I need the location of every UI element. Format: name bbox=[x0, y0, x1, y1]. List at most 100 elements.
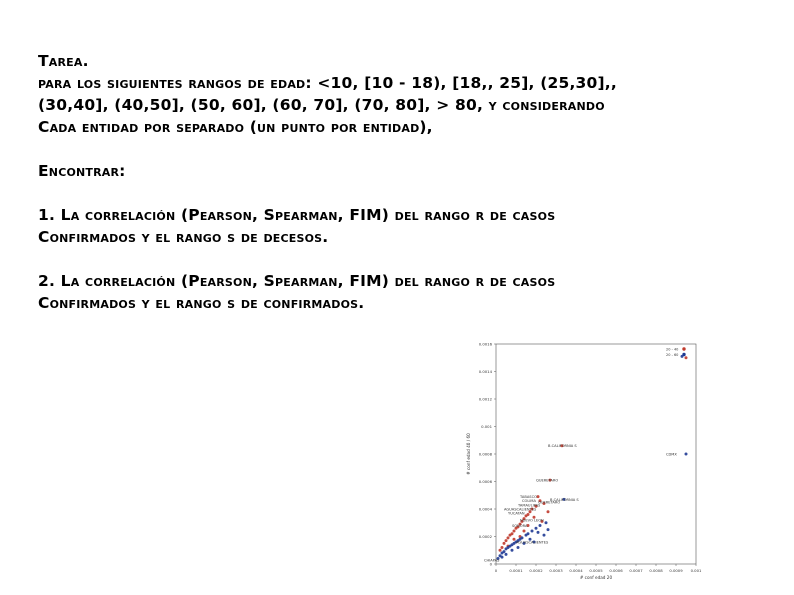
point-annotation: SONORA bbox=[512, 524, 528, 528]
y-tick-label: 0 bbox=[490, 561, 493, 566]
data-point-series-2 bbox=[546, 528, 550, 532]
point-annotation: B.CALIFORNIA S bbox=[550, 498, 579, 502]
data-point-series-1 bbox=[542, 502, 546, 505]
data-point-series-1 bbox=[536, 495, 540, 499]
intro-line-1: para los siguientes rangos de edad: <10,… bbox=[38, 74, 617, 92]
data-point-series-2 bbox=[522, 541, 526, 545]
point-annotation: COLIMA bbox=[522, 499, 537, 503]
data-point-series-1 bbox=[532, 515, 536, 519]
y-tick-label: 0.0006 bbox=[479, 479, 493, 484]
data-point-series-1 bbox=[504, 539, 508, 543]
assignment-text: Tarea. para los siguientes rangos de eda… bbox=[38, 50, 778, 314]
point-annotation: QUERETARO bbox=[536, 479, 558, 483]
point-annotation: TAMAULIPAS bbox=[517, 503, 541, 507]
legend-label: 20 - 60 bbox=[666, 353, 678, 357]
y-tick-label: 0.001 bbox=[481, 424, 492, 429]
data-point-series-2 bbox=[500, 555, 504, 559]
data-point-series-2 bbox=[504, 552, 508, 556]
data-point-series-2 bbox=[500, 551, 504, 555]
x-tick-label: 0.0009 bbox=[669, 568, 683, 573]
y-tick-label: 0.0008 bbox=[479, 451, 493, 456]
y-tick-label: 0.0012 bbox=[479, 396, 493, 401]
x-tick-label: 0.0003 bbox=[549, 568, 563, 573]
point-annotation: AGUASCALIENTES bbox=[504, 507, 537, 511]
data-point-series-1 bbox=[498, 548, 502, 552]
data-point-series-1 bbox=[526, 524, 530, 527]
data-point-series-1 bbox=[540, 519, 544, 523]
point-annotation: NUEVO LEON bbox=[520, 518, 544, 522]
x-tick-label: 0.0007 bbox=[629, 568, 643, 573]
data-point-series-1 bbox=[508, 533, 512, 537]
intro-line-3: Cada entidad por separado (un punto por … bbox=[38, 118, 433, 136]
point-annotation: CHIAPAS bbox=[484, 558, 500, 562]
point-annotation: CDMX bbox=[666, 452, 677, 456]
legend-label: 20 - 40 bbox=[666, 347, 678, 351]
data-point-series-1 bbox=[548, 478, 552, 482]
x-tick-label: 0.0005 bbox=[589, 568, 603, 573]
item-1-line-2: Confirmados y el rango s de decesos. bbox=[38, 228, 329, 246]
data-point-series-1 bbox=[522, 517, 526, 521]
data-point-series-1 bbox=[518, 522, 522, 526]
assignment-title: Tarea. bbox=[38, 52, 89, 70]
x-tick-label: 0.0008 bbox=[649, 568, 663, 573]
chart-axes: 0 0.0001 0.0002 0.0003 0.0004 0.0005 0.0006 0.0… bbox=[466, 341, 702, 580]
legend-marker bbox=[682, 347, 686, 351]
chart-annotations: B.CALIFORNIA SQUERETAROTABASCOCOLIMATAMA… bbox=[484, 444, 677, 562]
data-point-series-1 bbox=[512, 529, 516, 533]
x-tick-label: 0.0004 bbox=[569, 568, 583, 573]
legend-marker bbox=[682, 352, 686, 357]
data-point-series-2 bbox=[496, 557, 500, 560]
item-2-line-1: 2. La correlación (Pearson, Spearman, FI… bbox=[38, 272, 556, 290]
data-point-series-1 bbox=[530, 507, 534, 511]
data-point-series-2 bbox=[544, 521, 548, 525]
data-point-series-2 bbox=[684, 452, 688, 456]
data-point-series-2 bbox=[562, 497, 566, 501]
item-1-line-1: 1. La correlación (Pearson, Spearman, FI… bbox=[38, 206, 556, 224]
data-point-series-1 bbox=[514, 526, 518, 530]
data-point-series-1 bbox=[506, 536, 510, 540]
data-point-series-2 bbox=[534, 526, 538, 530]
point-annotation: YUCATAN bbox=[508, 512, 525, 516]
data-point-series-1 bbox=[522, 529, 526, 533]
x-tick-label: 0.001 bbox=[691, 568, 702, 573]
data-point-series-1 bbox=[524, 514, 528, 518]
x-axis-label: # conf edad 20 bbox=[580, 575, 613, 580]
y-tick-label: 0.0014 bbox=[479, 369, 493, 374]
data-point-series-2 bbox=[504, 547, 508, 551]
point-annotation: TABASCO bbox=[519, 495, 537, 499]
x-tick-label: 0 bbox=[495, 568, 498, 573]
data-point-series-1 bbox=[684, 356, 688, 360]
y-tick-label: 0.0002 bbox=[479, 534, 493, 539]
data-point-series-1 bbox=[528, 510, 532, 514]
find-label: Encontrar: bbox=[38, 162, 126, 180]
data-point-series-2 bbox=[510, 548, 514, 552]
x-tick-label: 0.0006 bbox=[609, 568, 623, 573]
data-point-series-1 bbox=[500, 546, 504, 549]
data-point-series-2 bbox=[524, 533, 528, 537]
data-point-series-2 bbox=[532, 540, 536, 544]
point-annotation: QUERETARO bbox=[538, 501, 560, 505]
point-annotation: B.CALIFORNIA S bbox=[548, 444, 577, 448]
x-tick-label: 0.0001 bbox=[509, 568, 523, 573]
intro-line-2: (30,40], (40,50], (50, 60], (60, 70], (7… bbox=[38, 96, 605, 114]
item-2-line-2: Confirmados y el rango s de confirmados. bbox=[38, 294, 365, 312]
data-point-series-1 bbox=[520, 519, 524, 523]
data-point-series-1 bbox=[560, 444, 564, 448]
y-tick-label: 0.0004 bbox=[479, 506, 493, 511]
data-point-series-2 bbox=[538, 524, 542, 527]
data-point-series-2 bbox=[536, 530, 540, 534]
data-point-series-1 bbox=[502, 541, 506, 545]
scatter-chart: 0 0.0001 0.0002 0.0003 0.0004 0.0005 0.0006 0.0… bbox=[466, 341, 702, 580]
data-point-series-1 bbox=[512, 537, 516, 541]
x-tick-label: 0.0002 bbox=[529, 568, 543, 573]
point-annotation: AGUASCALIENTES bbox=[516, 540, 549, 544]
chart-legend: 20 - 40 20 - 60 bbox=[666, 347, 686, 357]
y-axis-label: # conf edad 40 / 60 bbox=[466, 433, 471, 475]
data-point-series-1 bbox=[538, 499, 542, 503]
data-point-series-2 bbox=[528, 537, 532, 541]
y-tick-label: 0.0016 bbox=[479, 341, 493, 346]
data-point-series-1 bbox=[546, 510, 550, 514]
data-point-series-2 bbox=[530, 529, 534, 533]
chart-series bbox=[496, 354, 688, 560]
data-point-series-2 bbox=[516, 546, 520, 549]
